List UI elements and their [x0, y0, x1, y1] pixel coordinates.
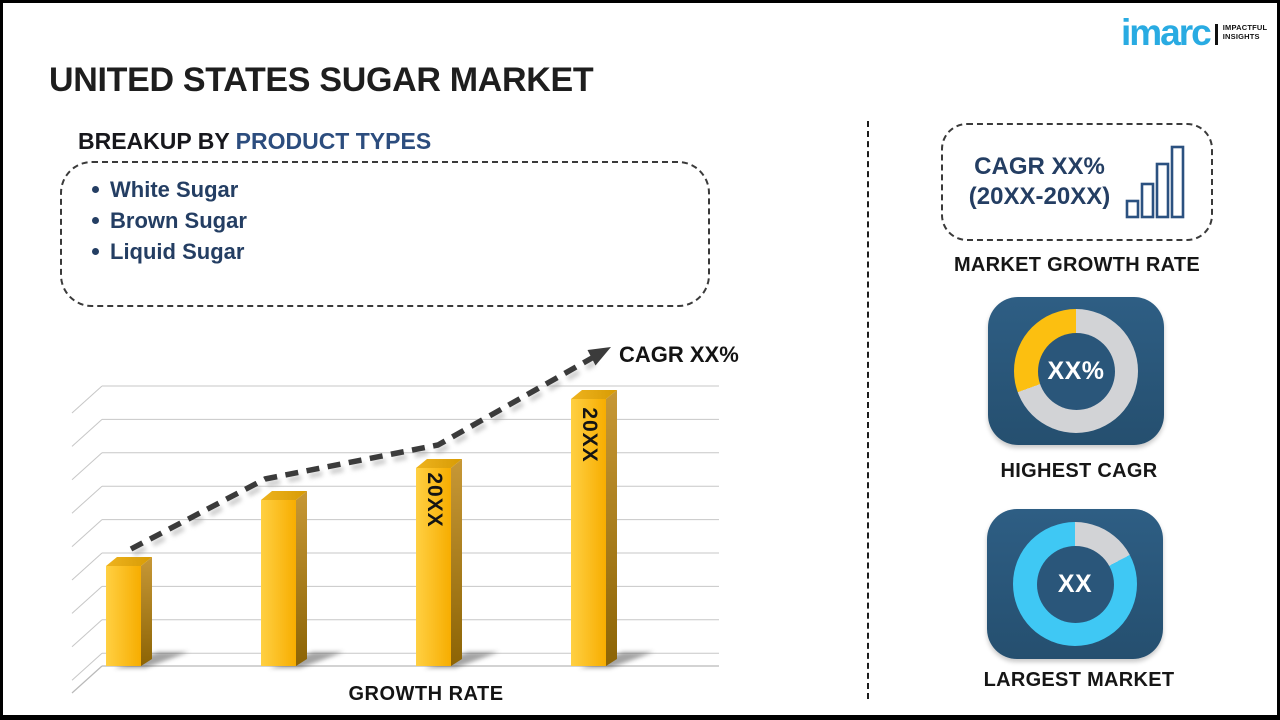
largest-market-value: XX — [1057, 569, 1093, 598]
trend-arrowhead-icon — [587, 347, 611, 366]
logo-wordmark: imarc — [1121, 12, 1212, 53]
cagr-line2: (20XX-20XX) — [968, 183, 1111, 210]
growth-chart-svg — [71, 347, 719, 694]
logo-tagline: IMPACTFUL INSIGHTS — [1223, 23, 1268, 41]
list-item-label: Brown Sugar — [110, 208, 247, 233]
breakup-heading: BREAKUP BY PRODUCT TYPES — [78, 128, 431, 155]
highest-cagr-card: XX% — [988, 297, 1164, 445]
x-axis-label: GROWTH RATE — [348, 683, 504, 705]
bullet-icon — [92, 217, 99, 224]
growth-chart — [63, 338, 753, 696]
list-item-white-sugar: White Sugar — [92, 174, 708, 205]
list-item-liquid-sugar: Liquid Sugar — [92, 236, 708, 267]
logo-divider — [1214, 24, 1218, 45]
breakup-heading-prefix: BREAKUP BY — [78, 128, 236, 154]
logo-tagline-line1: IMPACTFUL — [1222, 23, 1268, 32]
bar-2 — [261, 491, 344, 668]
bar-3 — [416, 459, 499, 668]
bullet-icon — [92, 186, 99, 193]
cagr-summary-text: CAGR XX% (20XX-20XX) — [969, 152, 1110, 212]
bar-chart-icon — [1125, 145, 1185, 219]
bar-1 — [106, 557, 189, 668]
content-divider — [867, 121, 869, 699]
cagr-annotation: CAGR XX% — [619, 342, 739, 367]
breakup-heading-highlight: PRODUCT TYPES — [235, 128, 432, 154]
largest-market-donut: XX — [1013, 522, 1137, 646]
product-list: White Sugar Brown Sugar Liquid Sugar — [92, 174, 708, 267]
bar-label-4: 20XX — [578, 407, 601, 463]
bar-4 — [571, 390, 654, 668]
highest-cagr-label: HIGHEST CAGR — [1000, 460, 1158, 482]
highest-cagr-donut: XX% — [1014, 309, 1138, 433]
cagr-line1: CAGR XX% — [974, 153, 1105, 180]
bar-label-3: 20XX — [423, 472, 446, 528]
bars — [106, 390, 654, 668]
largest-market-card: XX — [987, 509, 1163, 659]
cagr-summary-box: CAGR XX% (20XX-20XX) — [941, 123, 1213, 241]
largest-market-label: LARGEST MARKET — [983, 669, 1175, 691]
trend-line — [129, 347, 611, 557]
imarc-logo: imarc IMPACTFUL INSIGHTS — [1121, 12, 1268, 53]
product-types-box: White Sugar Brown Sugar Liquid Sugar — [60, 161, 710, 307]
list-item-label: White Sugar — [110, 177, 239, 202]
market-growth-rate-label: MARKET GROWTH RATE — [953, 254, 1201, 276]
logo-tagline-line2: INSIGHTS — [1222, 32, 1260, 41]
bullet-icon — [92, 248, 99, 255]
highest-cagr-value: XX% — [1047, 356, 1105, 385]
donut-hole: XX% — [1037, 332, 1115, 410]
donut-hole: XX — [1036, 545, 1114, 623]
gridlines — [71, 385, 719, 694]
page-title: UNITED STATES SUGAR MARKET — [49, 61, 594, 99]
list-item-brown-sugar: Brown Sugar — [92, 205, 708, 236]
list-item-label: Liquid Sugar — [110, 239, 245, 264]
